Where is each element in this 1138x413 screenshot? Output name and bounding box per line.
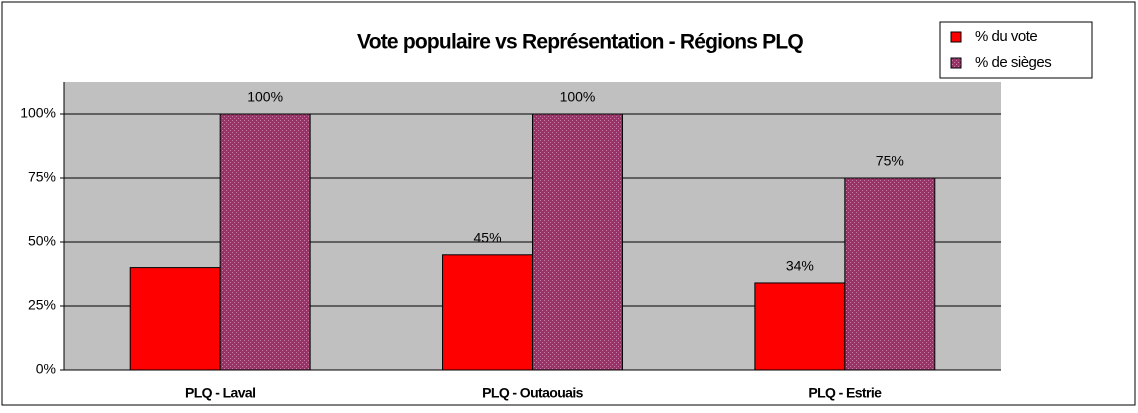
data-label: 100% xyxy=(247,89,283,105)
x-tick-label: PLQ - Laval xyxy=(185,385,255,401)
legend-swatch xyxy=(950,57,962,69)
legend xyxy=(939,21,1093,79)
y-tick-label: 0% xyxy=(36,361,56,377)
data-label: 75% xyxy=(876,153,904,169)
bar xyxy=(442,254,534,371)
data-label: 45% xyxy=(474,230,502,246)
data-label: 100% xyxy=(560,89,596,105)
y-tick-label: 100% xyxy=(20,105,56,121)
y-tick-label: 25% xyxy=(28,297,56,313)
bar xyxy=(129,267,221,371)
y-tick-label: 75% xyxy=(28,169,56,185)
bar xyxy=(532,113,623,371)
chart-title: Vote populaire vs Représentation - Régio… xyxy=(357,31,803,54)
legend-swatch xyxy=(950,31,962,43)
bar xyxy=(219,113,311,371)
bar xyxy=(754,282,846,371)
legend-label: % de sièges xyxy=(975,54,1051,71)
x-tick-label: PLQ - Estrie xyxy=(808,385,882,401)
data-label: 34% xyxy=(786,258,814,274)
legend-label: % du vote xyxy=(975,28,1037,45)
y-tick-label: 50% xyxy=(28,233,56,249)
x-tick-label: PLQ - Outaouais xyxy=(482,385,583,401)
bar xyxy=(844,177,936,371)
